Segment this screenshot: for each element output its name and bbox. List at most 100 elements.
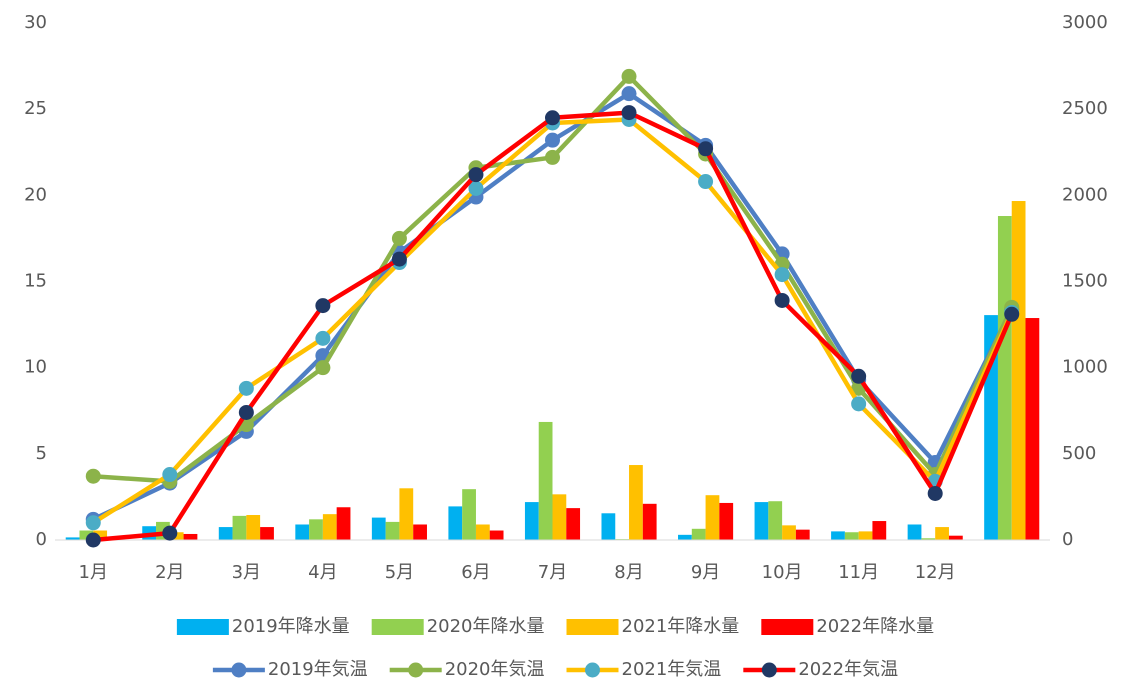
x-tick-label: 1月 [79, 562, 108, 583]
bar [385, 521, 400, 540]
y2-tick-label: 2500 [1062, 98, 1108, 119]
bar [858, 531, 873, 540]
bar [629, 465, 643, 540]
line-marker [468, 180, 484, 196]
x-tick-label: 12月 [915, 562, 956, 583]
bar [1011, 201, 1026, 541]
x-tick-label: 4月 [308, 562, 337, 583]
bar [768, 501, 783, 540]
line-marker [621, 68, 637, 84]
bar [93, 530, 108, 540]
bar [844, 532, 859, 540]
bar [489, 530, 504, 540]
bar [705, 495, 720, 540]
line-marker [391, 230, 407, 246]
line-marker [85, 515, 101, 531]
bar [795, 529, 810, 540]
y-tick-label: 10 [24, 357, 47, 378]
bar [309, 519, 323, 540]
y2-tick-label: 0 [1062, 529, 1073, 550]
legend-label: 2020年降水量 [427, 616, 545, 637]
legend-row: 2019年降水量 2020年降水量 2021年降水量 2022年降水量 [176, 616, 934, 637]
bar [601, 513, 616, 540]
line-marker [162, 525, 178, 541]
line-marker [85, 468, 101, 484]
bar [524, 502, 539, 540]
y2-tick-label: 3000 [1062, 12, 1108, 33]
line-marker [851, 368, 867, 384]
bar [566, 508, 581, 540]
bar [475, 524, 490, 540]
y-tick-label: 25 [24, 98, 47, 119]
bar [935, 527, 949, 540]
line-marker [162, 467, 178, 483]
legend-label: 2019年気温 [268, 659, 368, 680]
legend-label: 2022年降水量 [816, 616, 934, 637]
line-marker [238, 380, 254, 396]
x-tick-label: 7月 [538, 562, 567, 583]
y-tick-label: 30 [24, 12, 47, 33]
y2-tick-label: 500 [1062, 443, 1096, 464]
line-marker [851, 396, 867, 412]
bar [678, 534, 692, 540]
bar [218, 527, 233, 540]
bar [719, 502, 734, 540]
bar [552, 494, 567, 540]
x-tick-label: 10月 [762, 562, 803, 583]
y2-tick-label: 2000 [1062, 184, 1108, 205]
y-tick-label: 0 [36, 529, 47, 550]
y2-tick-label: 1500 [1062, 271, 1108, 292]
line-marker [315, 360, 331, 376]
bar [1025, 318, 1040, 540]
legend-swatch [566, 619, 619, 635]
x-tick-label: 8月 [614, 562, 643, 583]
bar [831, 531, 845, 540]
bar [260, 527, 274, 540]
line-marker [315, 330, 331, 346]
bar [183, 533, 198, 540]
legend-marker [231, 662, 247, 678]
legend-swatch [176, 619, 229, 635]
bar [413, 524, 427, 540]
line-marker [621, 105, 637, 121]
line-marker [238, 404, 254, 420]
bar [169, 532, 184, 540]
legend-label: 2019年降水量 [232, 616, 350, 637]
bar [246, 515, 261, 540]
line-marker [927, 485, 943, 501]
bar [462, 489, 476, 540]
line-marker [698, 174, 714, 190]
bar [79, 530, 94, 540]
y-tick-label: 15 [24, 271, 47, 292]
x-tick-label: 11月 [838, 562, 879, 583]
bar [538, 421, 553, 540]
bar [872, 521, 887, 540]
line-marker [468, 167, 484, 183]
bar [448, 506, 463, 540]
y2-tick-label: 1000 [1062, 357, 1108, 378]
bar [782, 525, 796, 540]
line-marker [545, 149, 560, 165]
line-marker [698, 141, 714, 157]
bar [907, 524, 922, 540]
line-marker [391, 251, 407, 267]
x-tick-label: 5月 [385, 562, 414, 583]
bar [336, 507, 351, 540]
legend-row: 2019年気温 2020年気温 2021年気温 2022年気温 [212, 659, 898, 680]
legend-marker [585, 662, 600, 678]
bar [691, 528, 706, 540]
bar [65, 537, 80, 540]
x-tick-label: 3月 [232, 562, 261, 583]
bar [642, 503, 657, 540]
bar [948, 535, 963, 540]
line-marker [545, 132, 560, 148]
bar [232, 515, 247, 540]
line-marker [85, 532, 101, 548]
bar [295, 524, 310, 540]
bar [399, 488, 414, 540]
legend-marker [761, 662, 777, 678]
bar [754, 502, 769, 540]
legend-label: 2022年気温 [798, 659, 898, 680]
bar [921, 538, 936, 540]
